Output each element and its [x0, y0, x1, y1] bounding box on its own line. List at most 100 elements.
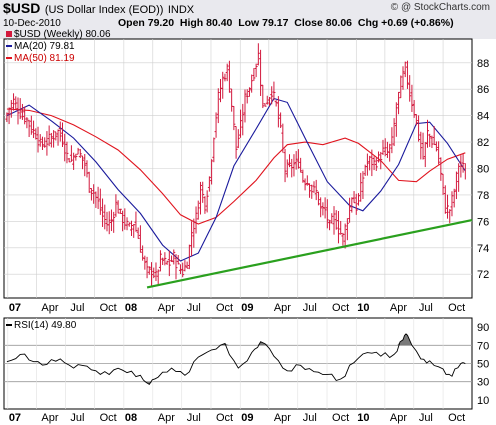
- price-bar: [181, 262, 185, 278]
- x-axis-label: Jul: [419, 412, 433, 424]
- price-bar: [67, 157, 71, 163]
- price-bar: [174, 254, 178, 280]
- x-axis-top: 07 Apr Jul Oct 08 Apr Jul Oct 09 Apr Jul Oct 10 Apr Ju…: [9, 302, 465, 314]
- price-bar: [47, 125, 51, 147]
- price-bar: [156, 269, 160, 285]
- header-title-row: $USD (US Dollar Index (EOD)) INDX: [3, 0, 194, 16]
- price-bar: [210, 159, 214, 185]
- price-y-tick-label: 88: [477, 58, 489, 70]
- price-bar: [388, 143, 392, 162]
- price-bar: [321, 202, 325, 216]
- price-bar: [283, 148, 287, 183]
- price-bar: [172, 249, 176, 265]
- price-bar: [379, 151, 383, 170]
- price-bar: [145, 256, 149, 279]
- legend-ma20-swatch: [6, 45, 12, 48]
- price-bar: [18, 98, 22, 120]
- price-bar: [107, 211, 111, 235]
- price-bar: [288, 154, 292, 168]
- rsi-y-tick-label: 90: [477, 322, 489, 334]
- price-bar: [216, 88, 220, 124]
- price-bar: [405, 60, 409, 89]
- price-bar: [183, 260, 187, 272]
- price-bar: [308, 183, 312, 198]
- price-bar: [383, 138, 387, 157]
- copyright[interactable]: © @ StockCharts.com: [391, 2, 490, 13]
- price-bar: [89, 188, 93, 201]
- x-axis-label: 10: [357, 412, 369, 424]
- price-bar: [96, 186, 100, 209]
- price-bar: [401, 66, 405, 90]
- price-bar: [185, 261, 189, 269]
- rsi-legend: RSI(14) 49.80: [6, 320, 76, 331]
- price-bar: [247, 87, 251, 97]
- price-bar: [127, 222, 131, 227]
- price-bar: [352, 191, 356, 204]
- ma20-layer: [6, 97, 466, 262]
- price-bar: [454, 171, 458, 200]
- x-axis-label: Oct: [448, 302, 465, 314]
- x-axis-label: Apr: [158, 302, 175, 314]
- price-bar: [43, 137, 47, 148]
- price-bar: [198, 181, 202, 215]
- price-bar: [316, 191, 320, 206]
- x-axis-label: Oct: [216, 302, 233, 314]
- price-bar: [223, 73, 227, 82]
- price-bar: [325, 199, 329, 229]
- price-bar: [423, 142, 427, 168]
- x-axis-label: Jul: [187, 302, 201, 314]
- price-bar: [9, 99, 13, 118]
- price-bar: [134, 211, 138, 232]
- price-bar: [112, 211, 116, 233]
- price-bar: [414, 114, 418, 126]
- price-bar: [241, 103, 245, 136]
- price-bar: [176, 254, 180, 265]
- price-y-tick-label: 72: [477, 269, 489, 281]
- price-bar: [457, 163, 461, 192]
- price-bar: [158, 250, 162, 272]
- price-bar: [430, 135, 434, 148]
- x-axis-label: Jul: [187, 412, 201, 424]
- legend-ma50-label: MA(50) 81.19: [14, 53, 75, 64]
- price-bar: [136, 227, 140, 239]
- header-date: 10-Dec-2010: [3, 18, 61, 29]
- price-bar: [263, 103, 267, 107]
- price-bar: [129, 220, 133, 237]
- price-bar: [207, 176, 211, 192]
- price-bar: [214, 112, 218, 138]
- x-axis-label: Oct: [100, 302, 117, 314]
- price-bar: [428, 133, 432, 147]
- price-bar: [323, 197, 327, 219]
- price-bar: [452, 188, 456, 208]
- price-bar: [103, 204, 107, 230]
- price-bar: [381, 139, 385, 156]
- price-bar: [203, 196, 207, 214]
- price-bar: [343, 223, 347, 249]
- x-axis-band: [0, 299, 496, 316]
- price-bar: [385, 141, 389, 158]
- price-bar: [167, 250, 171, 277]
- rsi-legend-swatch: [6, 324, 12, 327]
- price-bar: [65, 141, 69, 164]
- price-bar: [359, 172, 363, 202]
- price-bar: [265, 95, 269, 105]
- price-bar: [12, 93, 16, 111]
- price-bar: [296, 149, 300, 169]
- price-bar: [261, 84, 265, 109]
- price-bar: [330, 213, 334, 224]
- price-bar: [61, 122, 64, 148]
- price-bar: [190, 221, 194, 257]
- copyright-mark: ©: [390, 2, 399, 13]
- legend-ma50: MA(50) 81.19: [6, 53, 111, 65]
- x-axis-label: 08: [125, 302, 137, 314]
- price-bar: [374, 157, 378, 171]
- price-bar: [109, 209, 113, 232]
- price-bar: [292, 154, 296, 177]
- price-bar: [345, 218, 349, 241]
- price-bar: [450, 191, 454, 217]
- price-bar: [350, 197, 354, 213]
- price-bar: [446, 194, 450, 219]
- price-bar: [394, 102, 398, 137]
- price-bar: [239, 109, 243, 138]
- x-axis-label: Oct: [332, 412, 349, 424]
